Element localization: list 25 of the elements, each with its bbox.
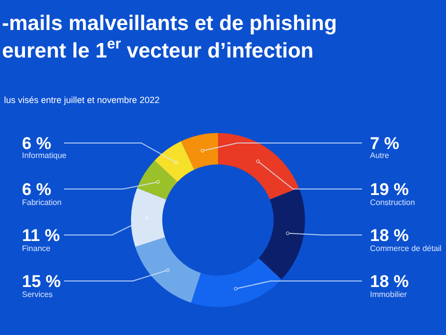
data-label: 15 % [22,272,61,291]
donut-slice [180,133,218,170]
data-label: 11 % [22,226,60,245]
data-label: 18 % [370,226,409,245]
data-label: 18 % [370,272,409,291]
donut-slice [218,133,299,200]
slice-label: Finance [22,244,52,253]
slice-label: Commerce de détail [370,244,442,253]
donut-slice [191,258,282,307]
data-label: 19 % [370,180,409,199]
data-label: 6 % [22,180,52,199]
chart-title: -mails malveillants et de phishing eurent le 1$^{er}$ vecteur d’infection [2,12,337,62]
donut-slice [135,237,201,303]
slice-label: Construction [370,198,415,207]
data-label: 7 % [370,134,400,153]
slice-label: Informatique [22,151,68,160]
slice-label: Fabrication [22,198,62,207]
slice-label: Autre [370,151,390,160]
slice-label: Immobilier [370,290,408,299]
chart-subtitle: lus visés entre juillet et novembre 2022 [4,95,160,105]
slice-label: Services [22,290,53,299]
donut-slice [154,141,194,182]
data-label: 6 % [22,134,52,153]
donut-slice [137,160,178,200]
donut-slice [258,188,305,280]
